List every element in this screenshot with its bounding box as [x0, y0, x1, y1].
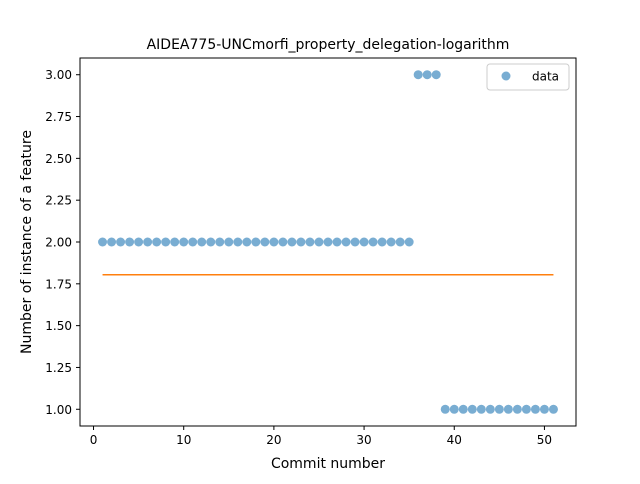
legend: data: [486, 63, 570, 91]
legend-marker: [501, 71, 511, 81]
data-point: [377, 237, 387, 247]
data-point: [242, 237, 252, 247]
y-tick-label: 1.75: [45, 277, 72, 291]
data-point: [359, 237, 369, 247]
data-point: [386, 237, 396, 247]
axes: 0 10 20 30 40 50 1.00 1.25 1.50 1.75 2.00 2.25 2.50 2…: [45, 57, 577, 447]
data-point: [188, 237, 198, 247]
data-point: [521, 404, 531, 414]
y-tick-label: 2.75: [45, 110, 72, 124]
y-tick-label: 1.50: [45, 319, 72, 333]
y-axis-label: Number of instance of a feature: [19, 130, 35, 354]
data-point: [341, 237, 351, 247]
y-tick-label: 3.00: [45, 68, 72, 82]
chart-title: AIDEA775-UNCmorfi_property_delegation-lo…: [147, 37, 510, 53]
data-point: [179, 237, 189, 247]
data-point: [107, 237, 117, 247]
data-point: [161, 237, 171, 247]
data-point: [467, 404, 477, 414]
data-point: [98, 237, 108, 247]
legend-label: data: [532, 70, 559, 84]
plot-area: [98, 70, 558, 414]
data-point: [206, 237, 216, 247]
data-point: [323, 237, 333, 247]
data-point: [224, 237, 234, 247]
data-point: [152, 237, 162, 247]
data-point: [125, 237, 135, 247]
data-point: [413, 70, 423, 80]
data-point: [548, 404, 558, 414]
data-point: [530, 404, 540, 414]
data-point: [278, 237, 288, 247]
data-point: [143, 237, 153, 247]
x-tick-label: 50: [537, 433, 552, 447]
y-tick-label: 2.00: [45, 236, 72, 250]
data-point: [494, 404, 504, 414]
y-tick-label: 2.50: [45, 152, 72, 166]
data-point: [332, 237, 342, 247]
x-tick-label: 20: [266, 433, 281, 447]
data-point: [449, 404, 459, 414]
data-point: [233, 237, 243, 247]
data-point: [260, 237, 270, 247]
x-tick-label: 40: [447, 433, 462, 447]
data-point: [134, 237, 144, 247]
data-point: [485, 404, 495, 414]
data-point: [269, 237, 279, 247]
data-point: [350, 237, 360, 247]
data-point: [404, 237, 414, 247]
data-point: [197, 237, 207, 247]
data-point: [512, 404, 522, 414]
data-point: [395, 237, 405, 247]
x-tick-label: 10: [176, 433, 191, 447]
data-point: [215, 237, 225, 247]
y-tick-label: 1.00: [45, 403, 72, 417]
x-axis-label: Commit number: [271, 456, 385, 472]
data-point: [116, 237, 126, 247]
data-point: [503, 404, 513, 414]
data-point: [431, 70, 441, 80]
data-point: [539, 404, 549, 414]
y-tick-label: 1.25: [45, 361, 72, 375]
data-point: [296, 237, 306, 247]
data-point: [305, 237, 315, 247]
x-tick-label: 0: [90, 433, 98, 447]
data-point: [476, 404, 486, 414]
data-point: [170, 237, 180, 247]
data-point: [368, 237, 378, 247]
data-point: [251, 237, 261, 247]
data-point: [422, 70, 432, 80]
data-point: [314, 237, 324, 247]
x-tick-label: 30: [356, 433, 371, 447]
data-point: [440, 404, 450, 414]
legend-frame: [486, 63, 570, 91]
data-point: [458, 404, 468, 414]
y-tick-label: 2.25: [45, 194, 72, 208]
data-point: [287, 237, 297, 247]
